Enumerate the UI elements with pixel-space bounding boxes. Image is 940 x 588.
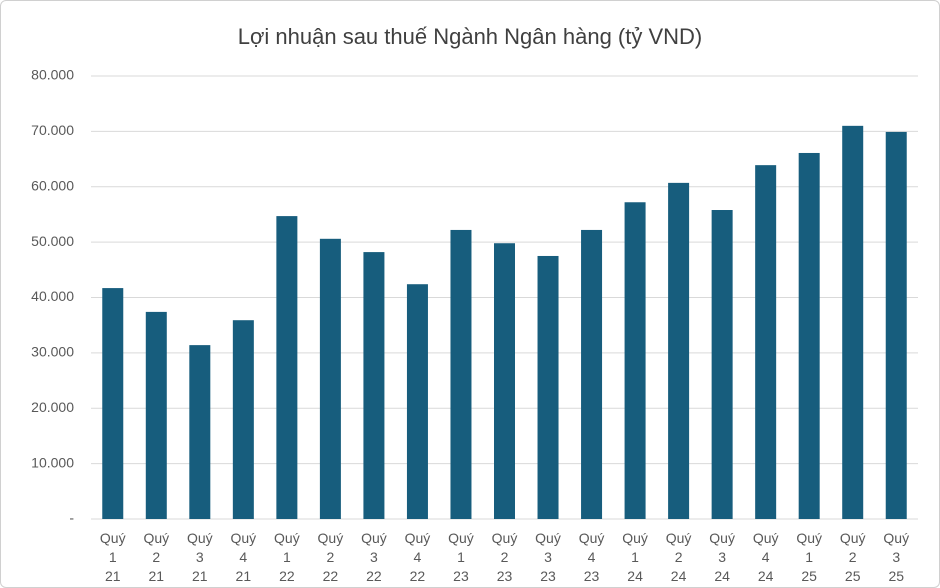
bar <box>232 320 254 519</box>
x-tick-label: Quý 3 22 <box>361 530 387 584</box>
bar <box>798 152 820 519</box>
x-tick-label: Quý 1 21 <box>99 530 126 584</box>
x-tick-label: Quý 1 23 <box>448 530 474 584</box>
bar <box>145 311 167 519</box>
y-tick-label: - <box>69 510 74 526</box>
x-tick-label: Quý 2 23 <box>491 530 518 584</box>
bar <box>319 238 341 520</box>
x-tick-label: Quý 4 24 <box>752 530 779 584</box>
bar <box>885 131 907 519</box>
x-tick-label: Quý 2 22 <box>317 530 344 584</box>
bar <box>450 229 472 519</box>
y-tick-label: 20.000 <box>31 399 74 415</box>
x-tick-label: Quý 2 24 <box>665 530 692 584</box>
x-tick-label: Quý 2 25 <box>839 530 866 584</box>
x-tick-label: Quý 3 21 <box>186 530 213 584</box>
chart-title: Lợi nhuận sau thuế Ngành Ngân hàng (tỷ V… <box>238 24 703 49</box>
x-tick-label: Quý 4 23 <box>578 530 605 584</box>
y-tick-label: 30.000 <box>31 344 74 360</box>
bar <box>842 125 864 520</box>
x-tick-label: Quý 1 24 <box>622 530 648 584</box>
y-tick-label: 10.000 <box>31 454 74 470</box>
bar <box>668 182 690 519</box>
bar <box>276 216 298 519</box>
x-tick-label: Quý 1 25 <box>796 530 823 584</box>
bar <box>494 243 515 520</box>
x-tick-label: Quý 4 22 <box>404 530 431 584</box>
x-tick-label: Quý 1 22 <box>274 530 300 584</box>
bar <box>711 210 733 519</box>
y-tick-label: 60.000 <box>31 177 74 193</box>
x-tick-label: Quý 3 24 <box>709 530 735 584</box>
bar <box>363 252 385 519</box>
bar <box>189 345 211 519</box>
bar <box>102 288 124 519</box>
bar <box>581 229 603 519</box>
x-tick-label: Quý 3 23 <box>535 530 561 584</box>
x-tick-label: Quý 4 21 <box>230 530 257 584</box>
x-tick-label: Quý 3 25 <box>883 530 910 584</box>
y-tick-label: 80.000 <box>31 67 74 83</box>
bar <box>406 284 428 519</box>
bar <box>624 202 646 519</box>
x-tick-label: Quý 2 21 <box>143 530 170 584</box>
y-tick-label: 70.000 <box>31 122 74 138</box>
bar <box>537 255 559 519</box>
bar <box>755 165 777 519</box>
y-tick-label: 50.000 <box>31 233 74 249</box>
y-tick-label: 40.000 <box>31 288 74 304</box>
